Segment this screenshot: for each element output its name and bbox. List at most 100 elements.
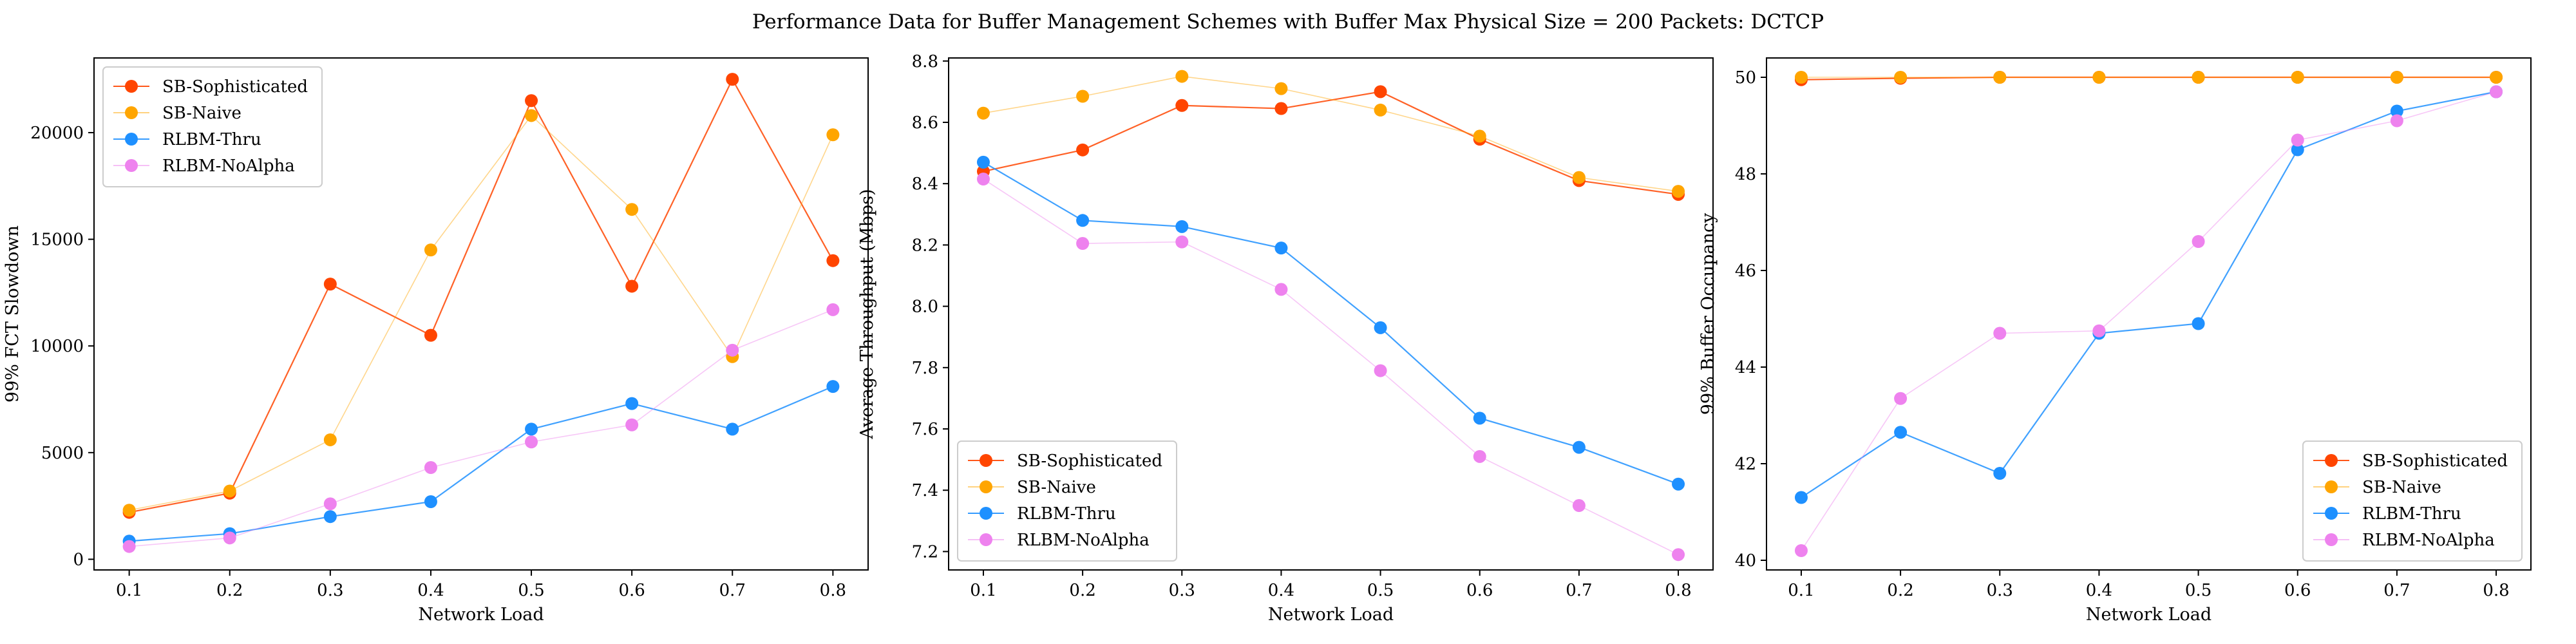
data-point — [1175, 70, 1189, 83]
y-axis-label: 99% Buffer Occupancy — [1698, 213, 1718, 415]
legend-label: RLBM-Thru — [1017, 504, 1116, 524]
y-tick-label: 10000 — [30, 337, 84, 356]
x-tick-label: 0.6 — [1466, 581, 1493, 600]
y-tick-label: 44 — [1735, 358, 1756, 377]
y-tick-label: 8.0 — [912, 298, 938, 317]
data-point — [323, 497, 337, 511]
data-point — [826, 128, 840, 142]
data-point — [2192, 71, 2205, 84]
data-point — [2291, 133, 2304, 147]
buffer-occupancy-chart: 0.1 0.2 0.3 0.4 0.5 0.6 0.7 0.8 40 42 44 46 48 50 Netw… — [1698, 57, 2532, 625]
data-point — [424, 461, 437, 474]
legend-item-sb-naive: SB-Naive — [2313, 478, 2441, 497]
plot-frame — [1766, 57, 2532, 571]
x-tick-label: 0.6 — [2284, 581, 2311, 600]
y-tick-label: 7.6 — [912, 420, 938, 439]
data-point — [726, 422, 739, 436]
data-point — [323, 278, 337, 291]
x-tick-label: 0.3 — [317, 581, 343, 600]
data-point — [1672, 548, 1685, 562]
y-tick-label: 8.8 — [912, 52, 938, 71]
data-point — [2192, 235, 2205, 248]
data-point — [122, 540, 136, 553]
legend-label: SB-Naive — [2362, 478, 2441, 497]
data-point — [525, 109, 538, 122]
legend-item-sb-sophisticated: SB-Sophisticated — [2313, 451, 2508, 471]
data-point — [1473, 412, 1486, 425]
series-line — [983, 91, 1679, 195]
legend-item-sb-sophisticated: SB-Sophisticated — [113, 77, 308, 97]
series-sb-naive — [976, 70, 1685, 198]
plot-frame — [93, 57, 869, 571]
legend-item-rlbm-thru: RLBM-Thru — [113, 130, 261, 149]
series-line — [983, 161, 1679, 485]
x-tick-label: 0.6 — [618, 581, 645, 600]
x-axis-label: Network Load — [1268, 605, 1394, 625]
data-point — [1076, 90, 1090, 103]
data-point — [1274, 283, 1288, 296]
series-sb-sophisticated — [122, 73, 840, 519]
y-tick-label: 7.8 — [912, 359, 938, 378]
legend-label: RLBM-Thru — [162, 130, 261, 149]
series-line — [1801, 76, 2497, 80]
series-line — [983, 178, 1679, 555]
data-point — [1672, 477, 1685, 491]
data-point — [223, 531, 236, 545]
data-point — [1274, 82, 1288, 95]
legend-label: SB-Naive — [162, 104, 242, 123]
legend-marker — [2325, 454, 2338, 467]
series-rlbm-thru — [976, 155, 1685, 491]
legend-label: RLBM-Thru — [2362, 504, 2461, 524]
y-tick-label: 0 — [73, 550, 84, 569]
data-point — [2291, 143, 2304, 156]
x-tick-label: 0.8 — [820, 581, 846, 600]
legend-box — [102, 66, 323, 187]
data-point — [1894, 392, 1908, 405]
data-point — [1374, 103, 1387, 117]
data-point — [625, 397, 639, 410]
data-point — [1274, 102, 1288, 115]
legend-marker — [125, 106, 138, 119]
data-point — [625, 418, 639, 431]
series-line — [1801, 91, 2497, 551]
series-sb-naive — [1794, 71, 2503, 84]
y-axis-label: 99% FCT Slowdown — [3, 225, 23, 402]
data-point — [1894, 71, 1908, 84]
x-tick-label: 0.2 — [1887, 581, 1913, 600]
x-tick-label: 0.7 — [1566, 581, 1592, 600]
x-tick-label: 0.1 — [116, 581, 142, 600]
series-rlbm-noalpha — [122, 303, 840, 553]
data-point — [2092, 324, 2106, 337]
x-tick-label: 0.8 — [1665, 581, 1691, 600]
fct-slowdown-chart: 0.1 0.2 0.3 0.4 0.5 0.6 0.7 0.8 0 5000 10000 15000 2… — [3, 57, 869, 625]
y-tick-label: 40 — [1735, 551, 1756, 571]
data-point — [976, 173, 990, 186]
legend-label: SB-Naive — [1017, 478, 1096, 497]
legend-marker — [980, 507, 992, 520]
data-point — [1076, 237, 1090, 251]
y-tick-label: 42 — [1735, 455, 1756, 474]
series-rlbm-thru — [122, 380, 840, 548]
series-line — [1801, 91, 2497, 498]
x-axis-label: Network Load — [418, 605, 544, 625]
legend-item-rlbm-noalpha: RLBM-NoAlpha — [2313, 531, 2495, 550]
legend-box — [957, 440, 1177, 562]
data-point — [1572, 440, 1586, 454]
data-point — [1374, 321, 1387, 334]
data-point — [1076, 214, 1090, 227]
data-point — [1993, 327, 2007, 340]
legend-item-rlbm-thru: RLBM-Thru — [2313, 504, 2461, 524]
x-tick-label: 0.4 — [1268, 581, 1294, 600]
y-tick-label: 50 — [1735, 68, 1756, 88]
legend-marker — [2325, 480, 2338, 493]
data-point — [1175, 99, 1189, 112]
data-point — [1894, 426, 1908, 439]
data-point — [525, 435, 538, 449]
legend-marker — [125, 133, 138, 146]
x-tick-label: 0.7 — [719, 581, 746, 600]
x-tick-label: 0.8 — [2483, 581, 2509, 600]
x-tick-label: 0.5 — [1367, 581, 1394, 600]
data-point — [2390, 71, 2403, 84]
legend-box — [2302, 440, 2523, 562]
legend-item-rlbm-noalpha: RLBM-NoAlpha — [113, 156, 295, 176]
